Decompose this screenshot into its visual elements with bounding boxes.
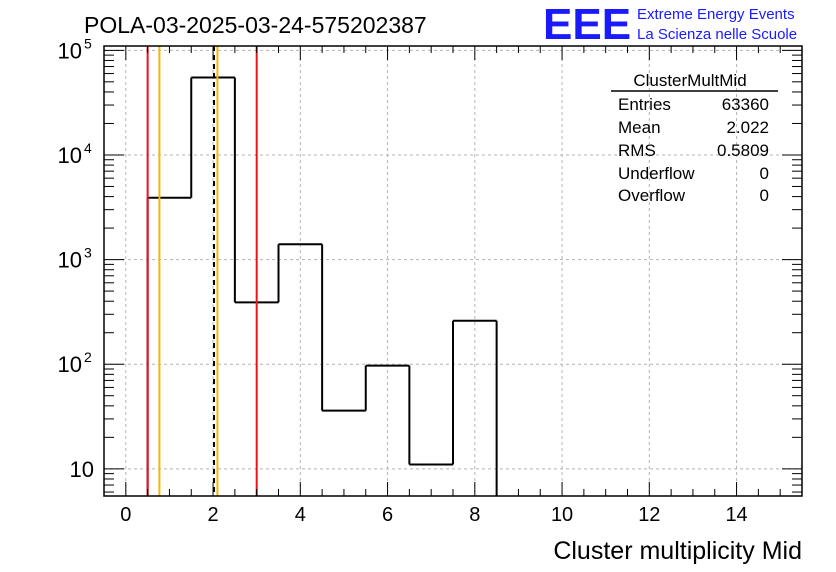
stats-label-mean: Mean <box>618 118 661 137</box>
y-tick-exponent-10000: 4 <box>84 140 92 156</box>
y-tick-label-10000: 10 <box>58 143 82 168</box>
histogram-bin-8 <box>452 319 498 496</box>
y-tick-label-1000: 10 <box>58 248 82 273</box>
x-tick-label-2: 2 <box>208 504 219 526</box>
x-axis-title: Cluster multiplicity Mid <box>553 537 802 565</box>
histogram-series <box>146 76 498 496</box>
stats-value-mean: 2.022 <box>726 118 769 137</box>
run-title: POLA-03-2025-03-24-575202387 <box>84 12 427 38</box>
logo-subtitle-line2: La Scienza nelle Scuole <box>637 26 797 43</box>
vertical-markers <box>146 46 258 496</box>
stats-box: ClusterMultMid Entries 63360 Mean 2.022 … <box>611 71 778 205</box>
stats-label-rms: RMS <box>618 141 656 160</box>
stats-box-title: ClusterMultMid <box>633 71 746 90</box>
logo-subtitle-line1: Extreme Energy Events <box>637 6 795 23</box>
histogram-bin-6 <box>364 364 410 411</box>
y-tick-label-10: 10 <box>70 457 94 482</box>
x-tick-label-8: 8 <box>469 504 480 526</box>
x-tick-label-12: 12 <box>638 504 660 526</box>
stats-value-overflow: 0 <box>760 186 769 205</box>
stats-label-overflow: Overflow <box>618 186 686 205</box>
y-tick-exponent-100000: 5 <box>84 35 92 51</box>
y-tick-exponent-1000: 3 <box>84 245 92 261</box>
stats-value-underflow: 0 <box>760 164 769 183</box>
eee-logo: EEE Extreme Energy Events La Scienza nel… <box>543 0 797 49</box>
eee-logo-text: EEE <box>543 0 631 49</box>
histogram-bin-5 <box>321 244 366 412</box>
x-tick-label-4: 4 <box>295 504 306 526</box>
y-tick-label-100: 10 <box>58 352 82 377</box>
y-tick-exponent-100: 2 <box>84 349 92 365</box>
histogram-bin-7 <box>408 365 453 466</box>
stats-label-entries: Entries <box>618 95 671 114</box>
stats-value-rms: 0.5809 <box>717 141 769 160</box>
x-tick-label-14: 14 <box>725 504 747 526</box>
x-tick-label-10: 10 <box>551 504 573 526</box>
histogram-bin-1 <box>146 196 192 496</box>
histogram-bin-4 <box>277 243 323 303</box>
x-tick-label-0: 0 <box>120 504 131 526</box>
x-tick-label-6: 6 <box>382 504 393 526</box>
stats-value-entries: 63360 <box>722 95 769 114</box>
y-tick-label-100000: 10 <box>58 38 82 63</box>
stats-label-underflow: Underflow <box>618 164 695 183</box>
